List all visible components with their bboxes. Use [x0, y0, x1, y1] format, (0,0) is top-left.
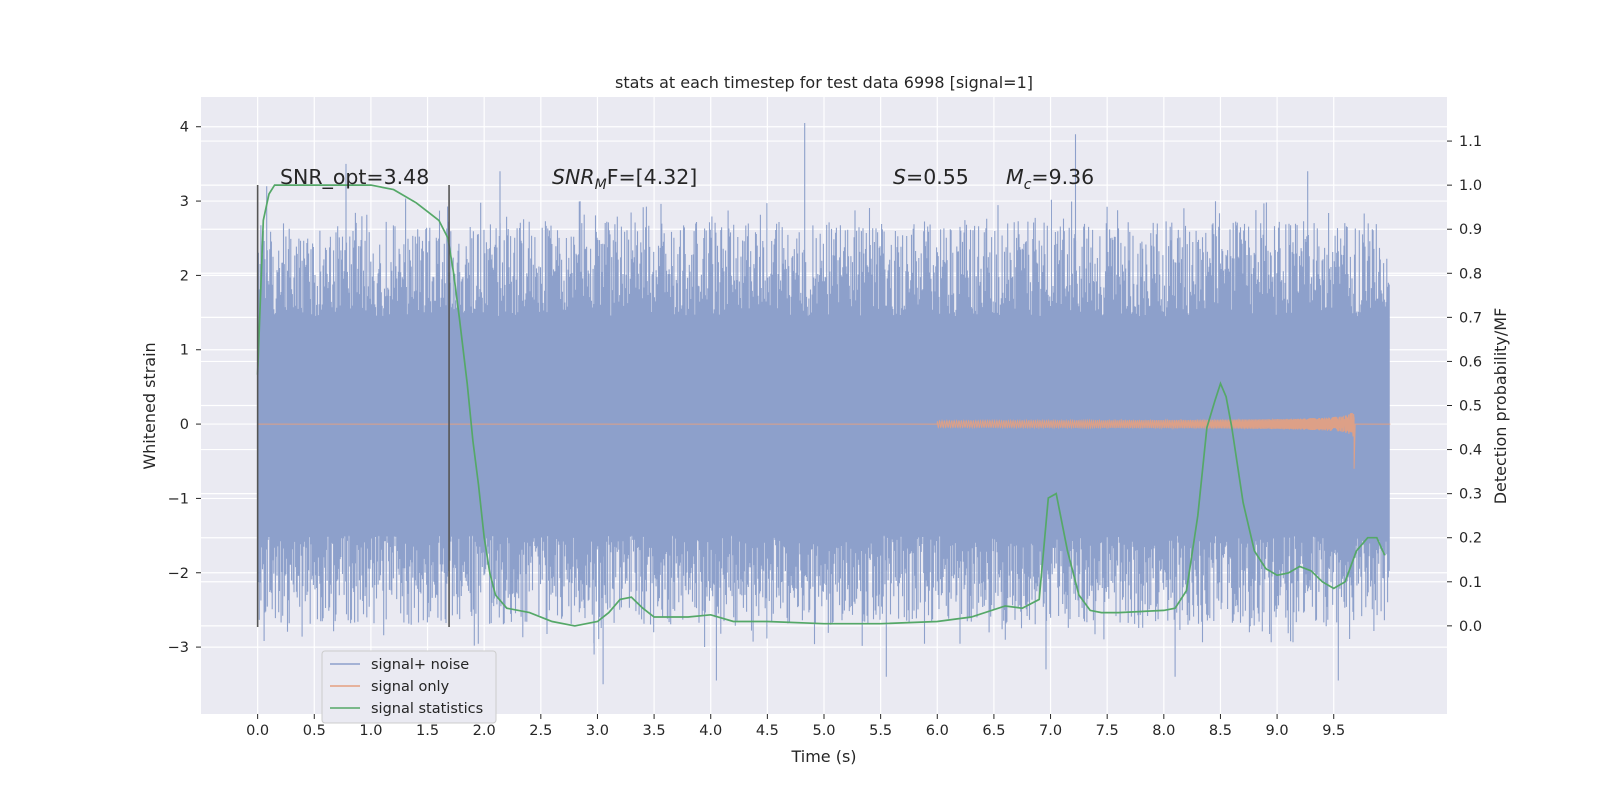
y-right-tick-label: 0.6 — [1459, 354, 1482, 370]
x-tick-label: 4.0 — [699, 723, 722, 739]
x-ticks: 0.0 0.5 1.0 1.5 2.0 2.5 3.0 3.5 4.0 4.5 5.0 5.5 6.0 6… — [246, 714, 1345, 739]
x-tick-label: 5.5 — [869, 723, 892, 739]
x-tick-label: 1.0 — [359, 723, 382, 739]
y-right-tick-label: 0.7 — [1459, 310, 1482, 326]
series-signal-statistics — [256, 184, 1386, 627]
y-right-tick-label: 0.9 — [1459, 222, 1482, 238]
x-tick-label: 9.5 — [1322, 723, 1345, 739]
snr-mf-rest: F=[4.32] — [607, 165, 698, 189]
y-right-tick-label: 0.5 — [1459, 399, 1482, 415]
x-tick-label: 4.5 — [756, 723, 779, 739]
x-tick-label: 7.0 — [1039, 723, 1062, 739]
s-var: S — [893, 165, 906, 189]
legend-label-signal-noise: signal+ noise — [371, 657, 469, 673]
x-tick-label: 3.0 — [586, 723, 609, 739]
x-tick-label: 6.5 — [982, 723, 1005, 739]
y-tick-label: 2 — [180, 268, 189, 284]
x-tick-label: 7.5 — [1096, 723, 1119, 739]
mc-sub: c — [1024, 177, 1032, 193]
y-tick-label: −2 — [168, 566, 189, 582]
x-tick-label: 8.0 — [1152, 723, 1175, 739]
y-tick-label: −1 — [168, 491, 189, 507]
y-right-tick-label: 1.1 — [1459, 134, 1482, 150]
annotation-s: S=0.55 — [893, 165, 969, 189]
y-tick-label: 0 — [180, 417, 189, 433]
series-signal-only — [257, 412, 1391, 469]
mc-var: M — [1006, 165, 1024, 189]
legend: signal+ noise signal only signal statist… — [321, 650, 497, 724]
x-axis-label: Time (s) — [790, 747, 856, 766]
y-right-tick-label: 0.0 — [1459, 619, 1482, 635]
y-right-tick-label: 0.3 — [1459, 487, 1482, 503]
y-tick-label: −3 — [168, 640, 189, 656]
annotation-snr-opt: SNR_opt=3.48 — [280, 165, 429, 190]
x-tick-label: 8.5 — [1209, 723, 1232, 739]
legend-box — [321, 650, 497, 724]
y-right-tick-label: 0.2 — [1459, 531, 1482, 547]
y-right-tick-label: 0.8 — [1459, 266, 1482, 282]
x-tick-label: 3.5 — [643, 723, 666, 739]
y-right-tick-label: 1.0 — [1459, 178, 1482, 194]
snr-mf-sub: M — [595, 177, 607, 193]
x-tick-label: 6.0 — [926, 723, 949, 739]
x-tick-label: 1.5 — [416, 723, 439, 739]
y-ticks-right: 0.0 0.1 0.2 0.3 0.4 0.5 0.6 0.7 0.8 0.9 1.0 1.1 — [1447, 134, 1482, 635]
annotation-mc: Mc=9.36 — [1006, 165, 1094, 193]
x-tick-label: 9.0 — [1266, 723, 1289, 739]
plot-layer — [256, 123, 1391, 685]
y-ticks-left: −3 −2 −1 0 1 2 3 4 — [168, 120, 201, 656]
chart-title: stats at each timestep for test data 699… — [615, 73, 1033, 92]
y-tick-label: 3 — [180, 194, 189, 210]
x-tick-label: 2.0 — [473, 723, 496, 739]
y-right-tick-label: 0.1 — [1459, 575, 1482, 591]
y-tick-label: 1 — [180, 343, 189, 359]
mc-rest: =9.36 — [1031, 165, 1094, 189]
snr-mf-main: SNR — [552, 165, 595, 189]
x-tick-label: 0.5 — [303, 723, 326, 739]
x-tick-label: 5.0 — [812, 723, 835, 739]
x-tick-label: 2.5 — [529, 723, 552, 739]
y-axis-right-label: Detection probability/MF — [1491, 308, 1510, 505]
y-right-tick-label: 0.4 — [1459, 443, 1482, 459]
legend-label-signal-only: signal only — [371, 679, 450, 695]
annotation-snr-mf: SNRMF=[4.32] — [552, 165, 697, 193]
y-axis-label: Whitened strain — [140, 342, 159, 469]
y-tick-label: 4 — [180, 120, 189, 136]
legend-label-signal-stats: signal statistics — [371, 701, 483, 717]
x-tick-label: 0.0 — [246, 723, 269, 739]
s-rest: =0.55 — [906, 165, 969, 189]
